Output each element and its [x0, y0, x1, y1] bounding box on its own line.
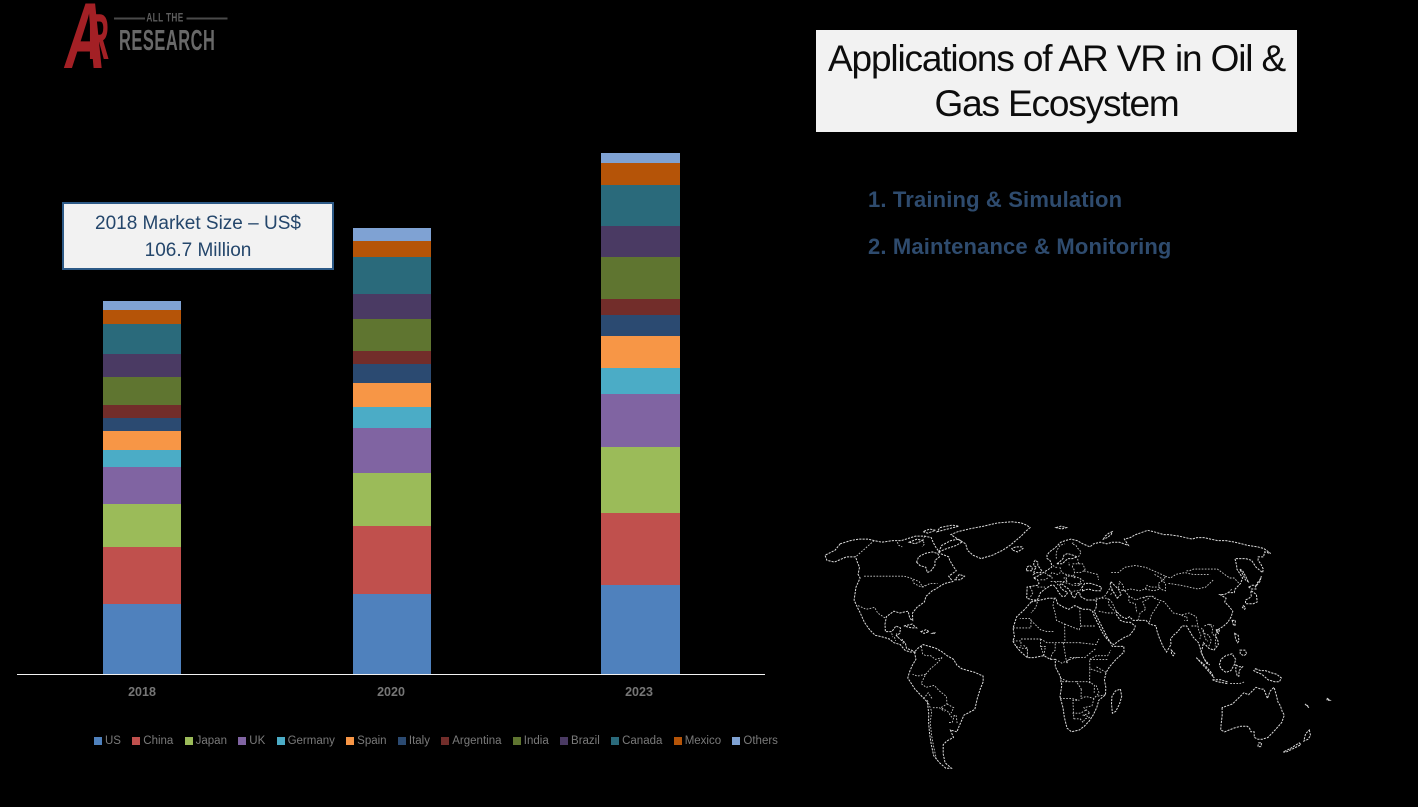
svg-text:RESEARCH: RESEARCH: [119, 24, 215, 56]
svg-text:R: R: [88, 0, 109, 73]
svg-text:A: A: [64, 0, 106, 80]
svg-text:ALL THE: ALL THE: [146, 12, 183, 25]
